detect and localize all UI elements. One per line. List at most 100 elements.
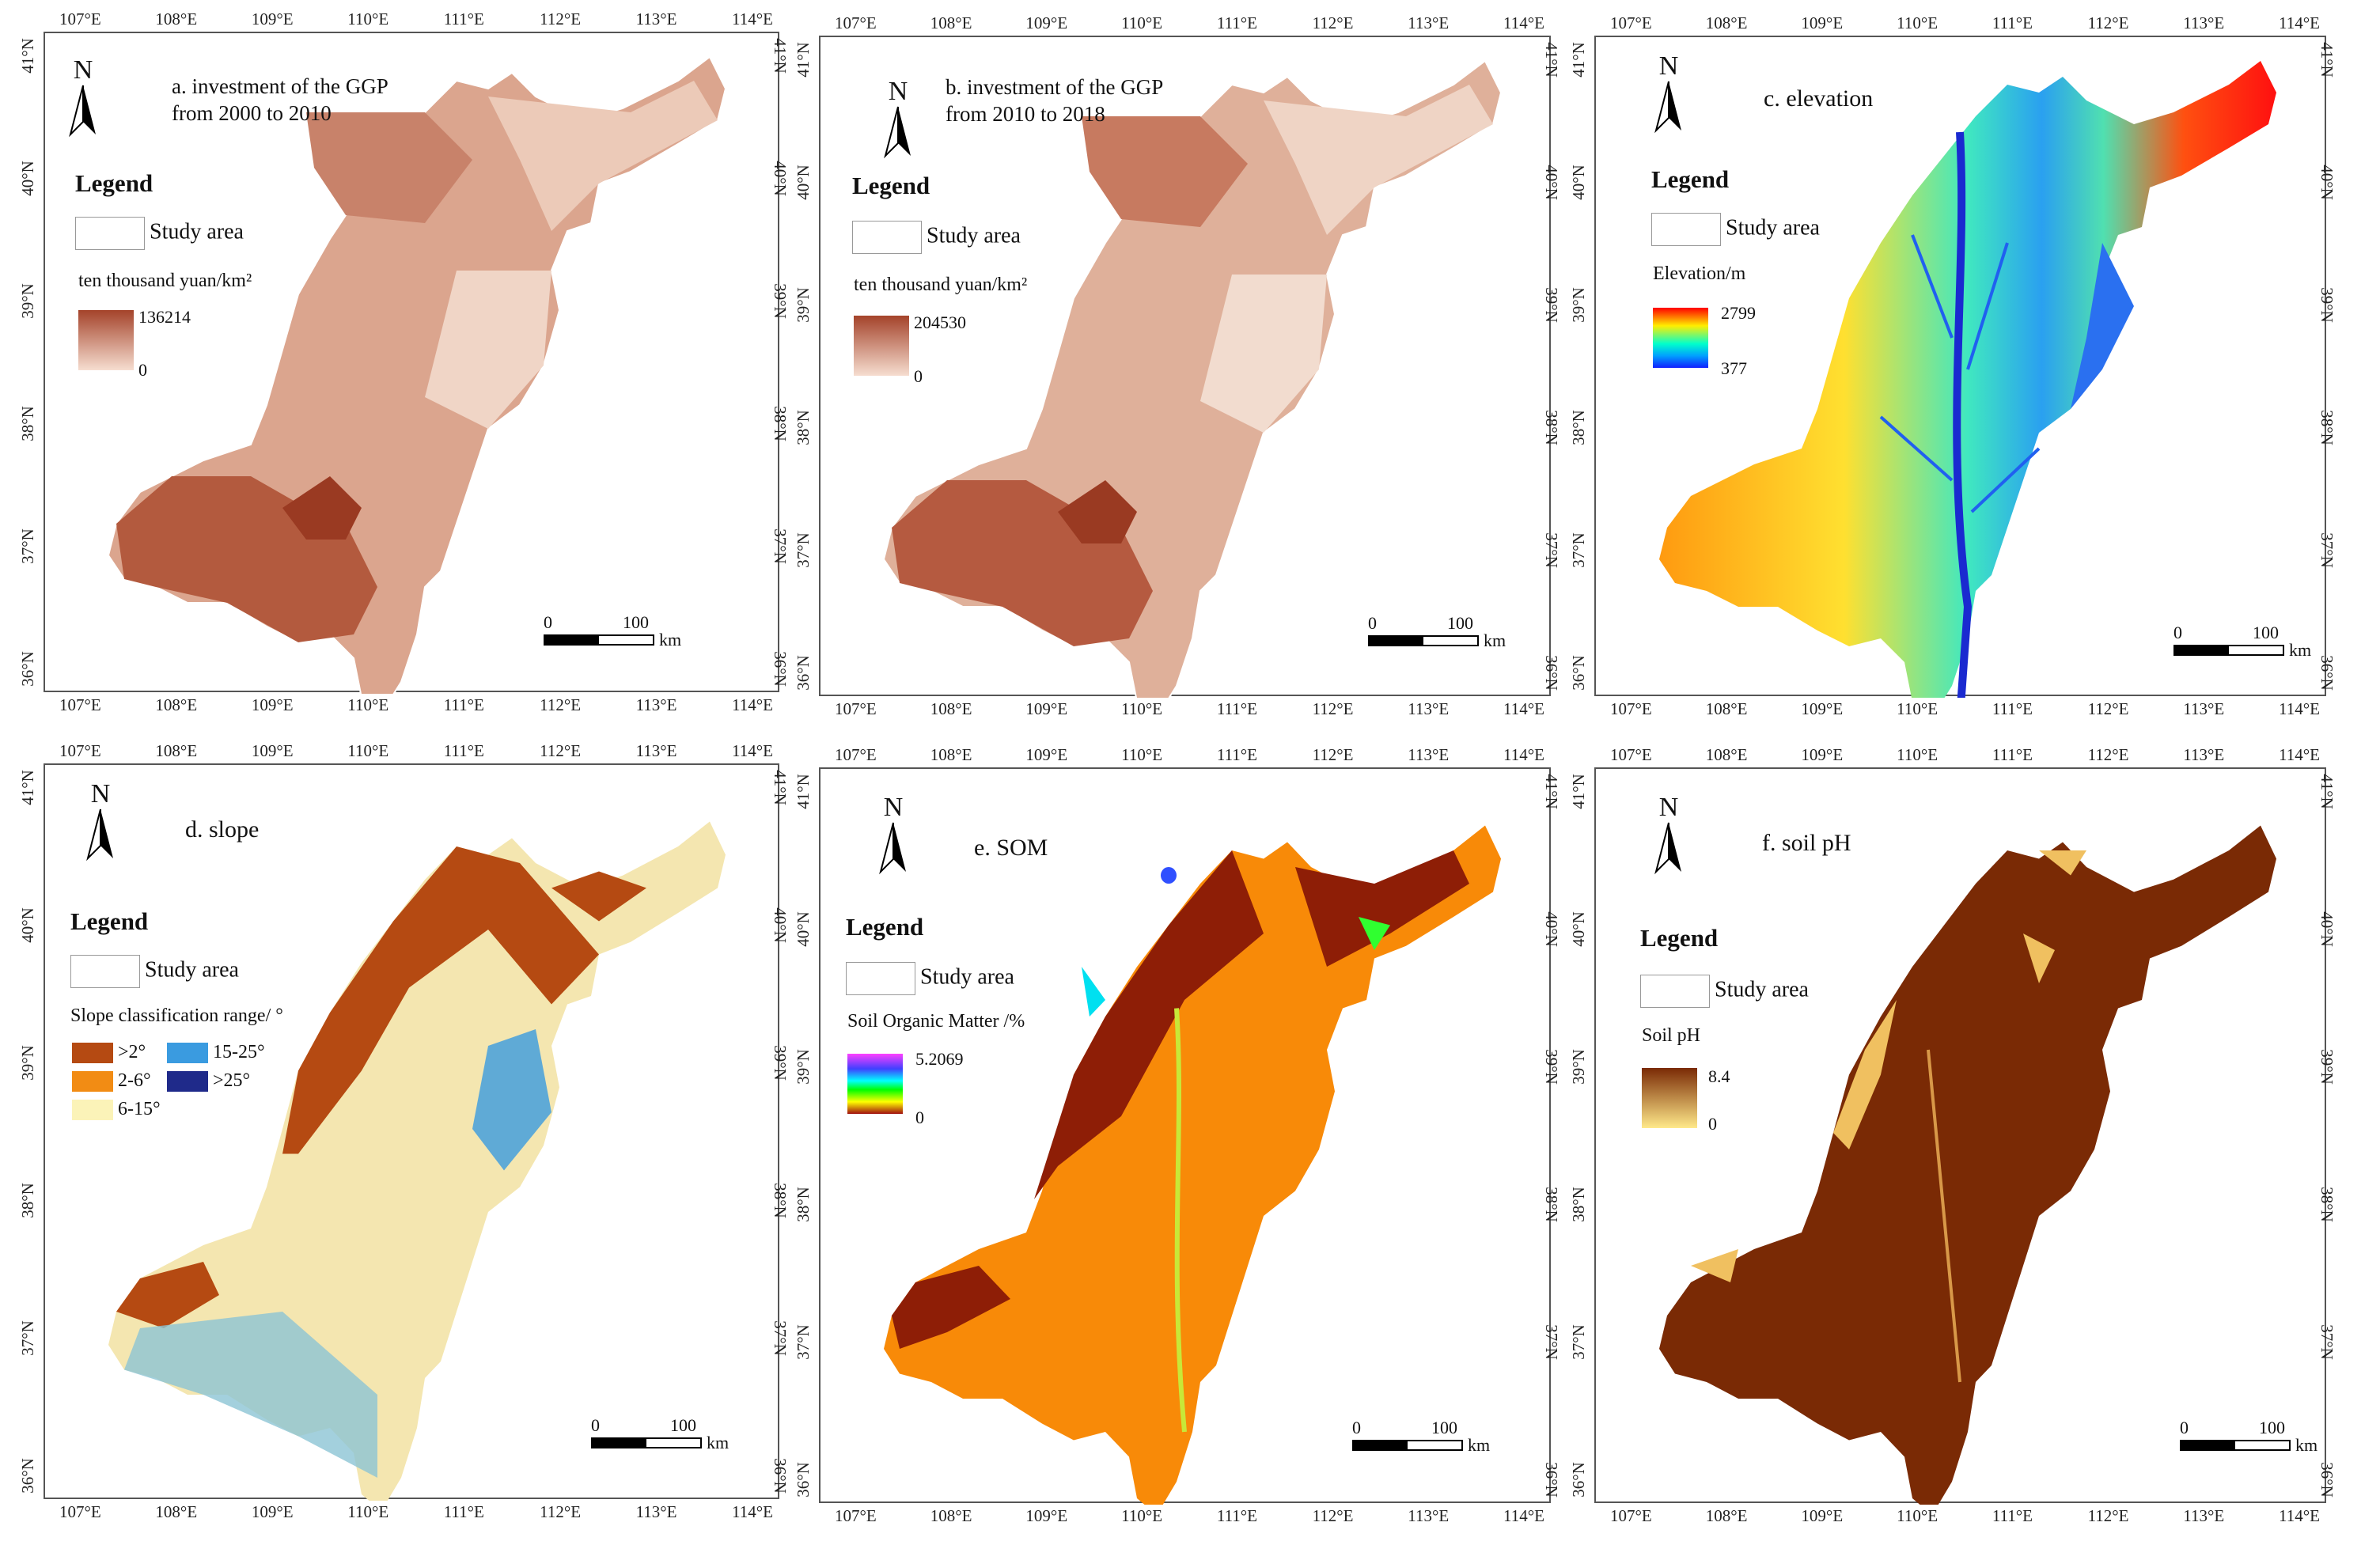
lon-tick-label: 109°E [1801,745,1844,764]
color-ramp-b [854,316,909,376]
steep-slope-south [124,1312,377,1478]
study-area-key-e: Study area [846,962,1014,995]
panel-title-d: d. slope [185,816,260,843]
lat-tick-label: 38°N [793,1187,813,1222]
ramp-max-c: 2799 [1721,303,1756,323]
lon-tick-label: 114°E [732,695,773,714]
north-label: N [888,77,908,106]
lon-tick-label: 110°E [347,695,389,714]
lat-tick-label: 36°N [1568,655,1588,691]
color-ramp-f [1642,1068,1697,1128]
high-som-northwest [1034,850,1264,1199]
east-region-b [1200,275,1327,433]
color-ramp-c [1653,308,1708,368]
lon-tick-label: 108°E [930,745,972,764]
lat-tick-label: 41°N [17,770,37,805]
north-label: N [1658,51,1679,81]
lat-tick-label: 40°N [1541,165,1561,200]
panel-title-b: b. investment of the GGP from 2010 to 201… [946,75,1164,126]
unit-label-e: Soil Organic Matter /% [847,1011,1025,1032]
lat-tick-label: 40°N [793,165,813,200]
north-arrow-e: N [870,793,917,880]
lat-tick-label: 36°N [17,1458,37,1494]
lat-tick-label: 38°N [2317,410,2336,445]
lat-tick-label: 39°N [17,283,37,319]
lat-tick-label: 40°N [1541,911,1561,947]
north-arrow-b: N [874,77,922,164]
lon-tick-label: 113°E [2183,745,2225,764]
lon-tick-label: 107°E [835,1506,877,1525]
lon-tick-label: 113°E [2183,1506,2225,1525]
low-slope-northeast [551,871,646,922]
slope-class-3: 2-6° [72,1070,151,1092]
lat-tick-label: 39°N [17,1045,37,1081]
north-label: N [883,793,904,822]
lon-tick-label: 112°E [540,9,582,28]
lon-tick-label: 112°E [540,1502,582,1521]
north-arrow-icon [879,822,906,875]
lon-tick-label: 108°E [930,1506,972,1525]
lat-tick-label: 38°N [770,1183,790,1218]
ramp-max-e: 5.2069 [915,1049,964,1069]
ramp-min-f: 0 [1708,1114,1717,1134]
main-river [1953,131,1973,698]
map-area-d [108,821,726,1501]
lat-tick-label: 36°N [770,1458,790,1494]
low-ph-patch-4 [2039,850,2086,876]
lat-tick-label: 41°N [1568,774,1588,809]
lon-tick-label: 112°E [1312,13,1354,32]
lat-tick-label: 38°N [2317,1187,2336,1222]
lat-tick-label: 40°N [793,911,813,947]
lat-tick-label: 36°N [17,651,37,687]
lat-tick-label: 40°N [17,907,37,943]
lat-tick-label: 38°N [770,406,790,441]
lon-tick-label: 107°E [59,9,101,28]
scale-bar-e: 0 100 km [1352,1418,1491,1455]
lat-tick-label: 41°N [1568,42,1588,78]
lat-tick-label: 39°N [770,283,790,319]
study-area-key-d: Study area [70,955,239,988]
lon-tick-label: 114°E [1503,745,1544,764]
lon-tick-label: 109°E [1801,699,1844,718]
low-slope-north [282,846,599,1154]
lat-tick-label: 38°N [1541,410,1561,445]
lon-tick-label: 108°E [155,741,198,760]
map-panel-a: N a. investment of the GGP from 2000 to 2… [44,32,779,694]
lat-tick-label: 37°N [17,528,37,564]
lat-tick-label: 39°N [1541,1049,1561,1085]
lat-tick-label: 39°N [2317,287,2336,323]
panel-title-a: a. investment of the GGP from 2000 to 201… [172,74,388,125]
lat-tick-label: 39°N [793,1049,813,1085]
slope-class-5: 6-15° [72,1099,161,1121]
lat-tick-label: 37°N [793,1324,813,1360]
steep-slope-east [472,1029,551,1171]
map-panel-c: N c. elevation Legend Study area Elevati… [1594,36,2326,698]
lon-tick-label: 113°E [1408,13,1450,32]
ph-surface [1659,825,2276,1505]
ramp-min-e: 0 [915,1108,924,1127]
northwest-region-b [1082,116,1248,227]
lon-tick-label: 114°E [732,741,773,760]
north-label: N [90,779,111,808]
lat-tick-label: 36°N [1541,655,1561,691]
lon-tick-label: 108°E [155,695,198,714]
east-region-a [425,271,551,429]
lon-tick-label: 113°E [2183,13,2225,32]
lon-tick-label: 113°E [1408,699,1450,718]
slope-swatch [167,1071,208,1092]
lat-tick-label: 36°N [1541,1462,1561,1498]
northwest-region-a [306,112,472,223]
scale-bar-f: 0 100 km [2180,1418,2318,1455]
north-arrow-icon [69,85,96,138]
lat-tick-label: 36°N [2317,1462,2336,1498]
lat-tick-label: 41°N [793,42,813,78]
lat-tick-label: 41°N [793,774,813,809]
lat-tick-label: 37°N [1568,532,1588,568]
legend-heading-f: Legend [1640,924,1719,952]
lon-tick-label: 112°E [540,741,582,760]
lon-tick-label: 111°E [1216,699,1258,718]
color-ramp-e [847,1054,903,1114]
unit-label-d: Slope classification range/ ° [70,1005,283,1026]
lat-tick-label: 41°N [17,38,37,74]
lon-tick-label: 114°E [1503,699,1544,718]
